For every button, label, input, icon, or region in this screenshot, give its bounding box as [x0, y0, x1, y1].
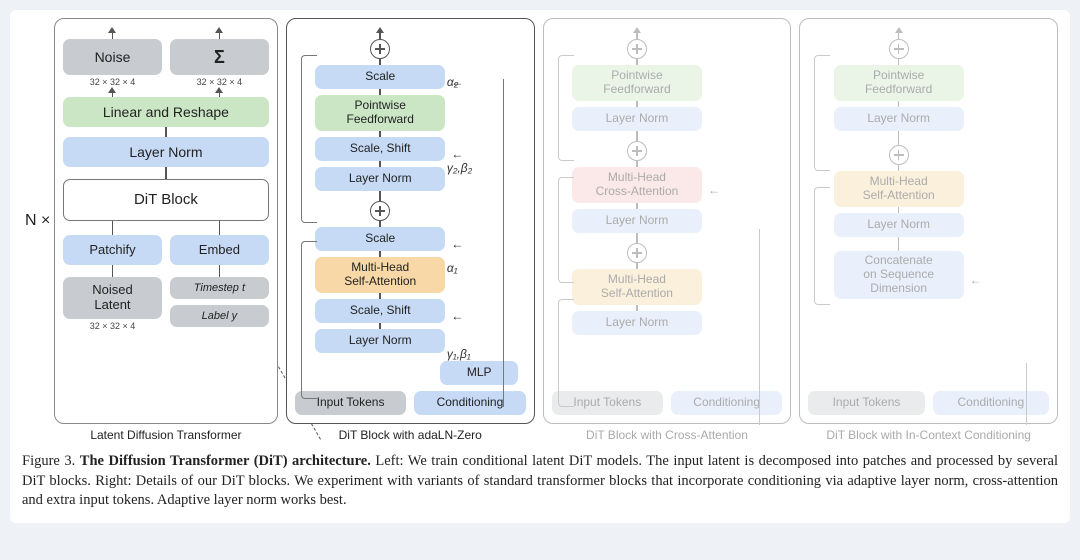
ln-p2-c: Layer Norm [572, 311, 702, 335]
mhsa-p3: Multi-Head Self-Attention [834, 171, 964, 207]
scaleshift2-block: Scale, Shift [315, 137, 445, 161]
figure-title: The Diffusion Transformer (DiT) architec… [80, 453, 371, 469]
gb1-label: γ₁,β₁ [447, 347, 471, 361]
scale1-block: Scale [315, 227, 445, 251]
ln-p2-b: Layer Norm [572, 209, 702, 233]
noised-latent-block: Noised Latent [63, 277, 162, 319]
figure-number: Figure 3. [22, 453, 75, 469]
skip-p2-3 [558, 299, 574, 407]
alpha1-label: α₁ [447, 261, 458, 275]
timestep-block: Timestep t [170, 277, 269, 299]
cond-line-p3 [1015, 363, 1027, 425]
caption-row: Latent Diffusion Transformer DiT Block w… [54, 428, 1058, 442]
caption-p3: DiT Block with In-Context Conditioning [799, 428, 1058, 442]
plus-p2-1 [627, 39, 647, 59]
ff-p2: Pointwise Feedforward [572, 65, 702, 101]
sigma-dims: 32 × 32 × 4 [170, 77, 269, 87]
plus-p2-2 [627, 141, 647, 161]
sigma-block: Σ [170, 39, 269, 75]
mlp-block: MLP [440, 361, 518, 385]
scaleshift1-block: Scale, Shift [315, 299, 445, 323]
input-tokens-p3: Input Tokens [808, 391, 924, 415]
panel-cross-attention: Pointwise Feedforward Layer Norm Multi-H… [543, 18, 792, 424]
panel-latent-diffusion: N × Noise 32 × 32 × 4 Σ 32 × 32 × 4 Line… [54, 18, 278, 424]
gb2-label: γ₂,β₂ [447, 161, 472, 175]
scale2-block: Scale [315, 65, 445, 89]
ln1-block: Layer Norm [315, 329, 445, 353]
patchify-block: Patchify [63, 235, 162, 265]
skip-p2-1 [558, 55, 574, 161]
mhca-p2: Multi-Head Cross-Attention [572, 167, 702, 203]
panels-row: N × Noise 32 × 32 × 4 Σ 32 × 32 × 4 Line… [22, 18, 1058, 424]
mhsa-block: Multi-Head Self-Attention [315, 257, 445, 293]
panel-adaln-zero: α₂ γ₂,β₂ α₁ γ₁,β₁ Scale ← Pointwise Feed… [286, 18, 535, 424]
linear-reshape-block: Linear and Reshape [63, 97, 269, 127]
panel-in-context: Pointwise Feedforward Layer Norm Multi-H… [799, 18, 1058, 424]
plus-p3-1 [889, 39, 909, 59]
ln-p2-a: Layer Norm [572, 107, 702, 131]
skip-p3-1 [814, 55, 830, 171]
plus-p2-3 [627, 243, 647, 263]
plus-top [370, 39, 390, 59]
ln-p3-b: Layer Norm [834, 213, 964, 237]
dit-block: DiT Block [63, 179, 269, 221]
caption-p1: DiT Block with adaLN-Zero [286, 428, 535, 442]
skip-p3-2 [814, 187, 830, 305]
cond-line [492, 79, 504, 407]
ff-p3: Pointwise Feedforward [834, 65, 964, 101]
noise-dims: 32 × 32 × 4 [63, 77, 162, 87]
figure-caption: Figure 3. The Diffusion Transformer (DiT… [22, 452, 1058, 511]
ff-block: Pointwise Feedforward [315, 95, 445, 131]
embed-block: Embed [170, 235, 269, 265]
layernorm-block: Layer Norm [63, 137, 269, 167]
plus-p3-2 [889, 145, 909, 165]
conditioning-block: Conditioning [414, 391, 525, 415]
noise-block: Noise [63, 39, 162, 75]
ln-p3-a: Layer Norm [834, 107, 964, 131]
skip-bottom [301, 241, 317, 399]
skip-top [301, 55, 317, 223]
conditioning-p2: Conditioning [671, 391, 782, 415]
cond-line-p2 [748, 229, 760, 425]
mhsa-p2: Multi-Head Self-Attention [572, 269, 702, 305]
latent-dims: 32 × 32 × 4 [63, 321, 162, 331]
plus-mid [370, 201, 390, 221]
label-block: Label y [170, 305, 269, 327]
ln2-block: Layer Norm [315, 167, 445, 191]
skip-p2-2 [558, 177, 574, 283]
conditioning-p3: Conditioning [933, 391, 1049, 415]
concat-p3: Concatenate on Sequence Dimension [834, 251, 964, 299]
caption-p2: DiT Block with Cross-Attention [543, 428, 792, 442]
nx-label: N × [25, 212, 50, 230]
figure-container: N × Noise 32 × 32 × 4 Σ 32 × 32 × 4 Line… [10, 10, 1070, 523]
caption-p0: Latent Diffusion Transformer [54, 428, 278, 442]
